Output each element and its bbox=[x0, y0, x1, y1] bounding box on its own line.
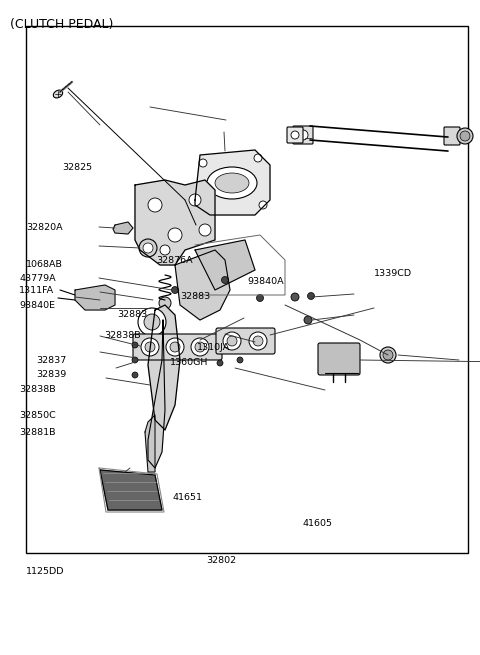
Circle shape bbox=[227, 336, 237, 346]
Text: 41651: 41651 bbox=[173, 493, 203, 502]
Circle shape bbox=[199, 159, 207, 167]
Circle shape bbox=[457, 128, 473, 144]
Ellipse shape bbox=[53, 90, 63, 98]
Circle shape bbox=[217, 360, 223, 366]
Ellipse shape bbox=[207, 167, 257, 199]
FancyBboxPatch shape bbox=[444, 127, 460, 145]
Circle shape bbox=[304, 316, 312, 324]
FancyBboxPatch shape bbox=[216, 328, 275, 354]
Text: 1339CD: 1339CD bbox=[374, 269, 412, 278]
Circle shape bbox=[237, 357, 243, 363]
Circle shape bbox=[148, 198, 162, 212]
FancyBboxPatch shape bbox=[133, 334, 222, 360]
Polygon shape bbox=[113, 222, 133, 234]
Circle shape bbox=[204, 204, 212, 212]
Ellipse shape bbox=[215, 173, 249, 193]
Circle shape bbox=[383, 350, 393, 360]
Circle shape bbox=[159, 297, 171, 309]
Circle shape bbox=[160, 245, 170, 255]
Text: 1310JA: 1310JA bbox=[197, 343, 230, 352]
Polygon shape bbox=[100, 470, 162, 510]
Circle shape bbox=[254, 154, 262, 162]
Circle shape bbox=[144, 314, 160, 330]
Circle shape bbox=[141, 338, 159, 356]
Circle shape bbox=[308, 293, 314, 299]
Circle shape bbox=[139, 239, 157, 257]
Text: 93840A: 93840A bbox=[247, 277, 284, 286]
Circle shape bbox=[199, 224, 211, 236]
Circle shape bbox=[256, 295, 264, 301]
Polygon shape bbox=[195, 150, 270, 215]
Circle shape bbox=[249, 332, 267, 350]
Polygon shape bbox=[75, 285, 115, 310]
Circle shape bbox=[195, 342, 205, 352]
Circle shape bbox=[171, 286, 179, 293]
Text: 43779A: 43779A bbox=[19, 274, 56, 283]
Text: 41605: 41605 bbox=[302, 519, 332, 529]
Circle shape bbox=[132, 372, 138, 378]
Circle shape bbox=[253, 336, 263, 346]
Circle shape bbox=[291, 131, 299, 139]
Circle shape bbox=[298, 130, 308, 140]
Text: 1311FA: 1311FA bbox=[19, 286, 54, 295]
Text: 32820A: 32820A bbox=[26, 223, 63, 233]
Text: 32881B: 32881B bbox=[19, 428, 56, 437]
Polygon shape bbox=[195, 240, 255, 290]
FancyBboxPatch shape bbox=[318, 343, 360, 375]
Text: 1068AB: 1068AB bbox=[26, 260, 63, 269]
Circle shape bbox=[189, 194, 201, 206]
Circle shape bbox=[132, 357, 138, 363]
Text: 32883: 32883 bbox=[118, 310, 148, 319]
Text: 32838B: 32838B bbox=[104, 331, 141, 340]
Polygon shape bbox=[145, 415, 155, 472]
Circle shape bbox=[291, 293, 299, 301]
Circle shape bbox=[145, 342, 155, 352]
Polygon shape bbox=[135, 180, 215, 265]
Polygon shape bbox=[148, 305, 180, 430]
Circle shape bbox=[223, 332, 241, 350]
Text: 32825: 32825 bbox=[62, 162, 93, 172]
Text: 32802: 32802 bbox=[206, 555, 237, 565]
Circle shape bbox=[168, 228, 182, 242]
Circle shape bbox=[259, 201, 267, 209]
Polygon shape bbox=[148, 320, 165, 468]
Circle shape bbox=[138, 308, 166, 336]
FancyBboxPatch shape bbox=[287, 127, 303, 143]
Text: 32839: 32839 bbox=[36, 370, 66, 379]
Circle shape bbox=[460, 131, 470, 141]
Circle shape bbox=[380, 347, 396, 363]
Circle shape bbox=[221, 276, 228, 284]
Circle shape bbox=[166, 338, 184, 356]
Text: 32838B: 32838B bbox=[19, 385, 56, 394]
Bar bbox=[26, 26, 468, 553]
Circle shape bbox=[170, 342, 180, 352]
Polygon shape bbox=[175, 250, 230, 320]
Text: 1360GH: 1360GH bbox=[170, 358, 209, 367]
Text: 32876A: 32876A bbox=[156, 255, 192, 265]
Circle shape bbox=[143, 243, 153, 253]
Text: 1125DD: 1125DD bbox=[26, 567, 65, 576]
Circle shape bbox=[132, 342, 138, 348]
Text: (CLUTCH PEDAL): (CLUTCH PEDAL) bbox=[10, 18, 113, 31]
Text: 32850C: 32850C bbox=[19, 411, 56, 421]
Text: 93840E: 93840E bbox=[19, 301, 55, 310]
FancyBboxPatch shape bbox=[293, 126, 313, 144]
Circle shape bbox=[191, 338, 209, 356]
Text: 32837: 32837 bbox=[36, 356, 66, 365]
Text: 32883: 32883 bbox=[180, 291, 210, 301]
